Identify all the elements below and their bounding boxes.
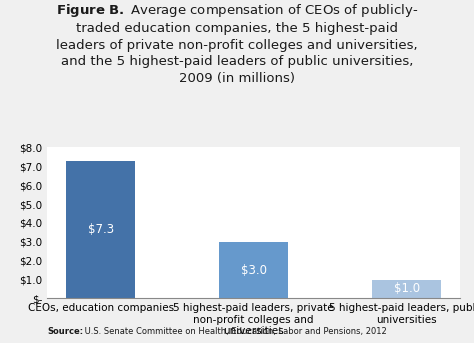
Bar [219,242,288,298]
Bar [66,161,135,298]
Text: $3.0: $3.0 [241,264,266,276]
Text: $1.0: $1.0 [393,283,419,295]
Bar [372,280,441,298]
Text: Source:: Source: [47,327,83,336]
Text: $7.3: $7.3 [88,223,114,236]
Text: $\bf{Figure\ B.}$ Average compensation of CEOs of publicly-
traded education com: $\bf{Figure\ B.}$ Average compensation o… [56,2,418,85]
Text: U.S. Senate Committee on Health, Education, Labor and Pensions, 2012: U.S. Senate Committee on Health, Educati… [82,327,387,336]
